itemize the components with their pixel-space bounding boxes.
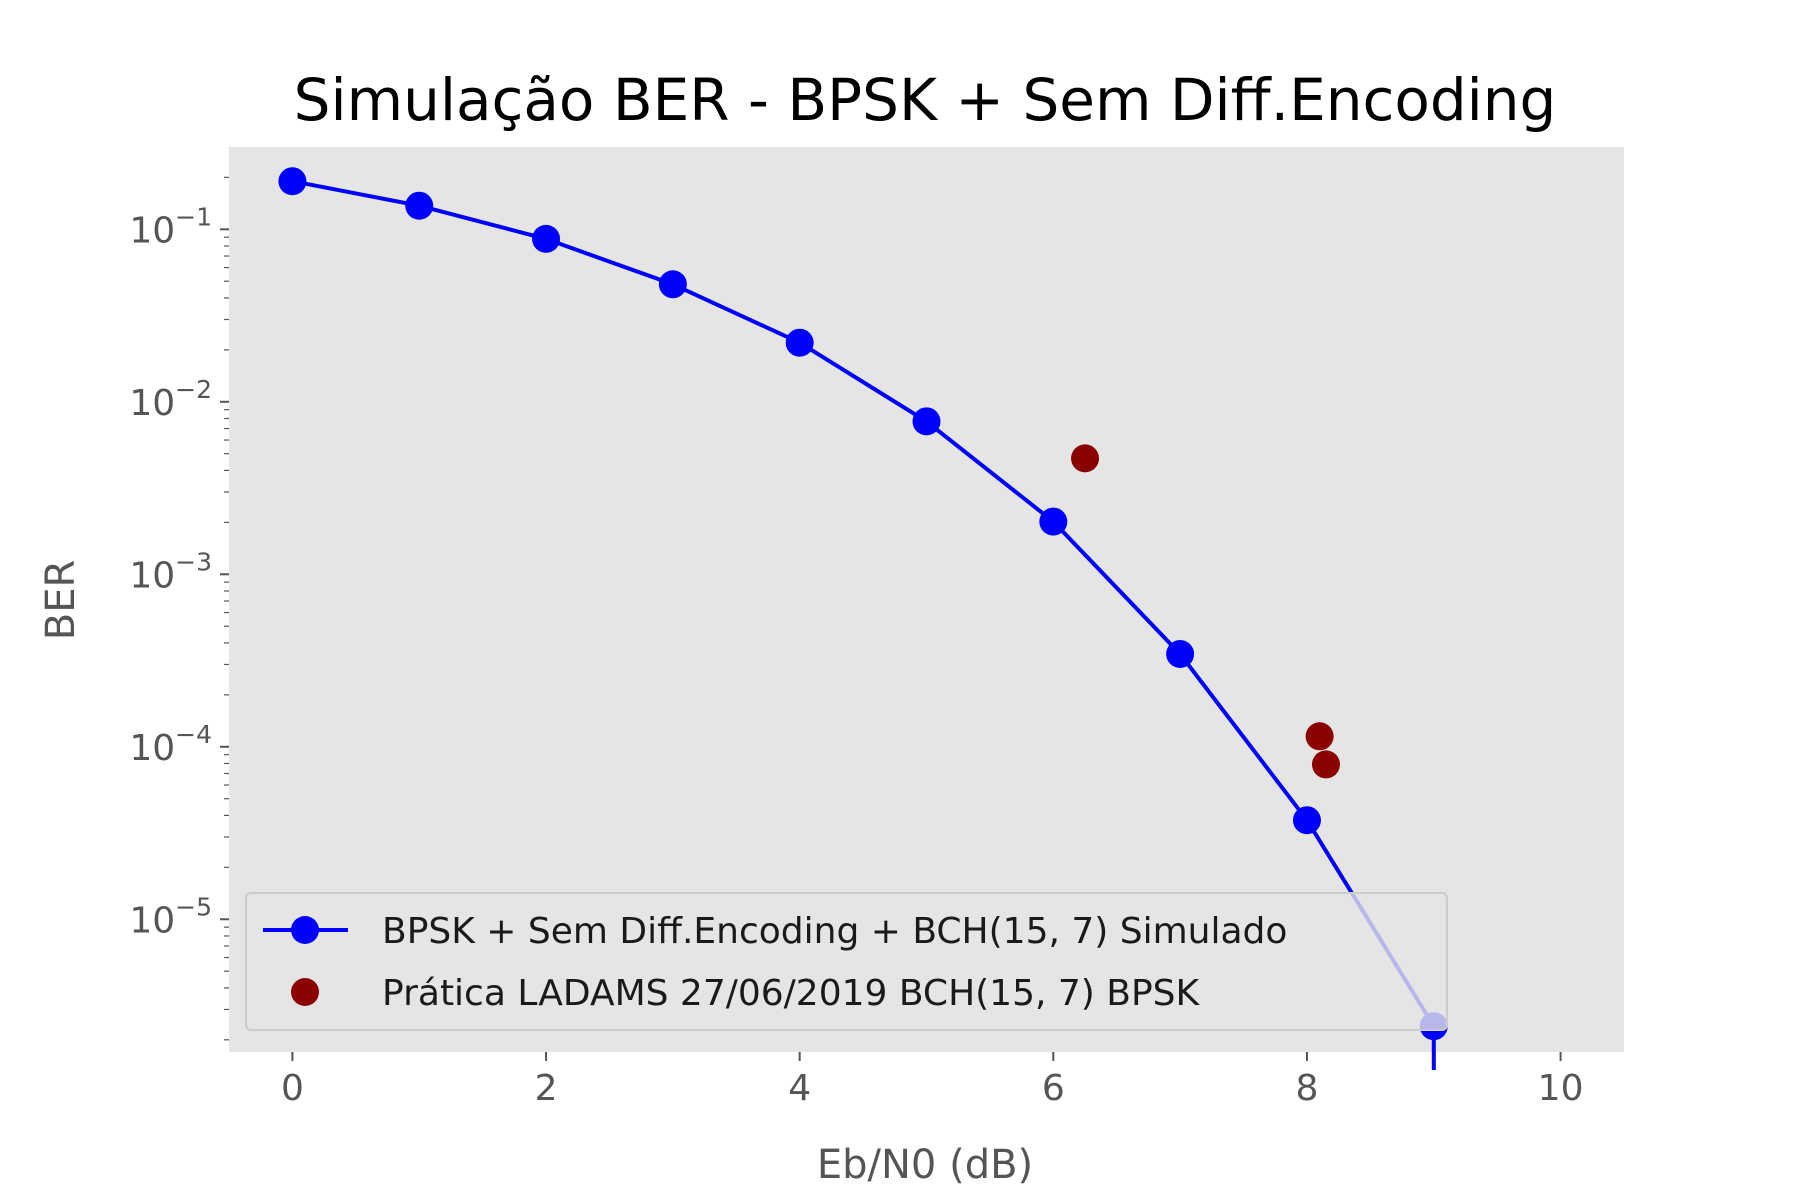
chart-title: Simulação BER - BPSK + Sem Diff.Encoding bbox=[294, 66, 1557, 134]
x-axis-label: Eb/N0 (dB) bbox=[817, 1142, 1033, 1188]
legend-marker-simulado bbox=[291, 916, 319, 944]
legend-marker-pratica bbox=[291, 978, 319, 1006]
data-point bbox=[658, 270, 687, 299]
series-1 bbox=[1071, 444, 1340, 779]
x-tick-label: 10 bbox=[1538, 1068, 1584, 1109]
x-tick-label: 6 bbox=[1042, 1068, 1065, 1109]
legend-box bbox=[245, 892, 1448, 1031]
y-tick-label: 10−4 bbox=[129, 720, 212, 769]
legend-label-simulado: BPSK + Sem Diff.Encoding + BCH(15, 7) Si… bbox=[382, 911, 1287, 952]
x-tick-label: 4 bbox=[788, 1068, 811, 1109]
series-0 bbox=[278, 167, 1448, 1070]
data-point bbox=[1311, 750, 1340, 779]
data-point bbox=[1166, 640, 1195, 669]
legend: BPSK + Sem Diff.Encoding + BCH(15, 7) Si… bbox=[245, 892, 1448, 1031]
y-tick-label: 10−1 bbox=[129, 202, 212, 251]
data-point bbox=[1039, 507, 1068, 536]
data-point bbox=[1305, 722, 1334, 751]
data-point bbox=[405, 191, 434, 220]
series-layer bbox=[278, 167, 1448, 1070]
y-axis-label: BER bbox=[38, 560, 84, 641]
data-point bbox=[1071, 444, 1100, 473]
data-point bbox=[1292, 806, 1321, 835]
y-axis-ticks: 10−1 10−2 10−3 10−4 10−5 bbox=[129, 202, 229, 941]
x-tick-label: 2 bbox=[535, 1068, 558, 1109]
y-tick-label: 10−5 bbox=[129, 892, 212, 941]
data-point bbox=[532, 224, 561, 253]
x-tick-label: 0 bbox=[281, 1068, 304, 1109]
x-tick-label: 8 bbox=[1296, 1068, 1319, 1109]
x-axis-ticks: 0 2 4 6 8 10 bbox=[281, 1052, 1584, 1109]
y-tick-label: 10−2 bbox=[129, 375, 212, 424]
legend-label-pratica: Prática LADAMS 27/06/2019 BCH(15, 7) BPS… bbox=[382, 973, 1201, 1014]
data-point bbox=[278, 167, 307, 196]
y-tick-label: 10−3 bbox=[129, 547, 212, 596]
data-point bbox=[912, 407, 941, 436]
data-point bbox=[785, 328, 814, 357]
y-minor-ticks bbox=[224, 176, 229, 1041]
